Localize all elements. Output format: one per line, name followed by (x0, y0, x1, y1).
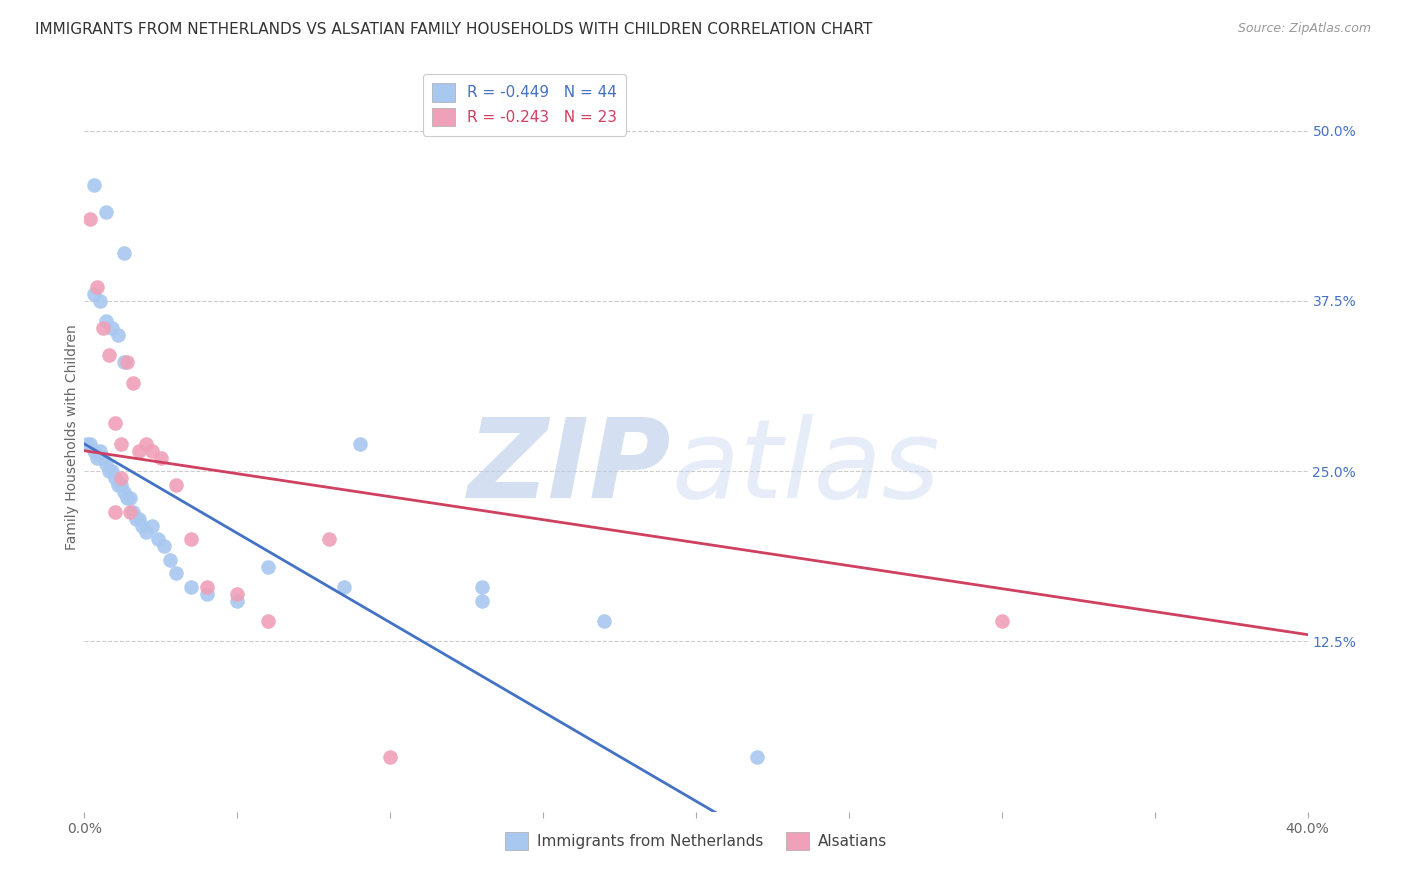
Point (226, 587, 249, 601)
Point (471, 580, 494, 594)
Text: IMMIGRANTS FROM NETHERLANDS VS ALSATIAN FAMILY HOUSEHOLDS WITH CHILDREN CORRELAT: IMMIGRANTS FROM NETHERLANDS VS ALSATIAN … (35, 22, 873, 37)
Point (135, 437, 157, 451)
Point (257, 614, 280, 628)
Point (226, 593, 249, 607)
Point (128, 443, 150, 458)
Point (593, 614, 616, 628)
Point (107, 327, 129, 342)
Point (333, 580, 356, 594)
Point (97, 348, 120, 362)
Point (120, 491, 142, 506)
Point (471, 593, 494, 607)
Point (128, 512, 150, 526)
Point (107, 477, 129, 491)
Point (110, 471, 132, 485)
Point (141, 518, 163, 533)
Text: Source: ZipAtlas.com: Source: ZipAtlas.com (1237, 22, 1371, 36)
Point (83, 443, 105, 458)
Text: ZIP: ZIP (468, 414, 672, 521)
Point (122, 505, 145, 519)
Point (79, 437, 101, 451)
Point (165, 566, 187, 581)
Point (110, 437, 132, 451)
Point (91, 321, 114, 335)
Point (104, 471, 127, 485)
Point (101, 464, 124, 478)
Point (991, 614, 1014, 628)
Point (104, 417, 127, 431)
Point (110, 477, 132, 491)
Point (112, 355, 135, 369)
Point (104, 505, 127, 519)
Point (180, 580, 202, 594)
Point (94, 314, 117, 328)
Point (83, 287, 105, 301)
Point (125, 512, 148, 526)
Point (349, 437, 371, 451)
Point (115, 491, 138, 506)
Text: atlas: atlas (672, 414, 941, 521)
Point (195, 580, 218, 594)
Point (89, 293, 111, 308)
Point (79, 212, 101, 227)
Point (149, 450, 172, 465)
Point (141, 443, 163, 458)
Point (83, 178, 105, 192)
Point (180, 533, 202, 547)
Point (86, 450, 108, 465)
Point (112, 484, 135, 499)
Point (76, 437, 98, 451)
Point (159, 552, 181, 566)
Point (146, 533, 169, 547)
Point (112, 246, 135, 260)
Legend: Immigrants from Netherlands, Alsatians: Immigrants from Netherlands, Alsatians (499, 826, 893, 856)
Point (131, 518, 153, 533)
Point (94, 458, 117, 472)
Point (89, 443, 111, 458)
Point (120, 505, 142, 519)
Point (91, 450, 114, 465)
Point (135, 525, 157, 540)
Point (165, 477, 187, 491)
Point (122, 376, 145, 390)
Point (97, 464, 120, 478)
Point (195, 587, 218, 601)
Point (257, 559, 280, 574)
Point (115, 355, 138, 369)
Point (153, 539, 176, 553)
Point (380, 750, 402, 764)
Point (94, 205, 117, 219)
Point (318, 533, 340, 547)
Point (101, 321, 124, 335)
Point (86, 280, 108, 294)
Point (747, 750, 769, 764)
Y-axis label: Family Households with Children: Family Households with Children (65, 324, 79, 550)
